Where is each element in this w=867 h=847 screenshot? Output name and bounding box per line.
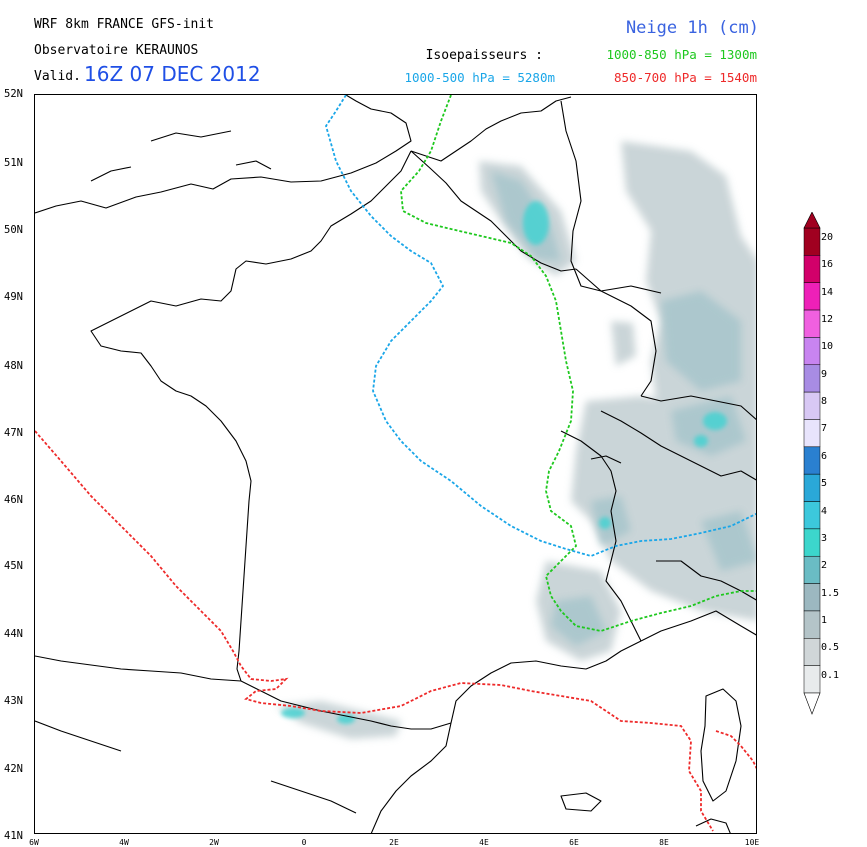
colorbar-level-label: 8 (821, 396, 828, 408)
model-title: WRF 8km FRANCE GFS-init (34, 17, 215, 32)
colorbar-swatch (803, 555, 821, 584)
coastline-borders (35, 95, 756, 833)
lon-label: 4W (119, 838, 129, 847)
legend-850-700: 850-700 hPa = 1540m (614, 70, 757, 85)
map-frame (34, 94, 757, 834)
colorbar-bottom-arrow (803, 692, 821, 715)
lat-label: 51N (4, 157, 23, 169)
colorbar-level-label: 10 (821, 341, 834, 353)
colorbar-level-label: 12 (821, 314, 834, 326)
colorbar-swatch (803, 337, 821, 366)
lon-label: 6W (29, 838, 39, 847)
colorbar-level-label: 0.5 (821, 642, 840, 654)
isoline-1000-500 (325, 95, 756, 557)
lat-label: 45N (4, 560, 23, 572)
colorbar-swatch (803, 227, 821, 256)
colorbar-swatches (803, 227, 821, 694)
colorbar-level-label: 6 (821, 450, 828, 462)
colorbar-swatch (803, 638, 821, 666)
organization-label: Observatoire KERAUNOS (34, 43, 199, 58)
lat-label: 43N (4, 695, 23, 707)
lon-label: 4E (479, 838, 489, 847)
lat-label: 52N (4, 88, 23, 100)
lat-label: 41N (4, 830, 23, 842)
lat-label: 49N (4, 291, 23, 303)
colorbar-level-label: 20 (821, 232, 834, 243)
colorbar-level-label: 1.5 (821, 587, 840, 599)
product-title: Neige 1h (cm) (625, 18, 759, 38)
colorbar-swatch (803, 391, 821, 420)
colorbar-level-label: 2 (821, 560, 828, 572)
colorbar-swatch (803, 282, 821, 311)
colorbar-swatch (803, 501, 821, 530)
colorbar-swatch (803, 583, 821, 612)
lon-label: 2W (209, 838, 219, 847)
isoline-1000-850 (400, 95, 756, 632)
colorbar-level-label: 0.1 (821, 669, 840, 681)
lon-label: 10E (744, 838, 760, 847)
colorbar-swatch (803, 364, 821, 393)
lon-label: 6E (569, 838, 579, 847)
lon-label: 8E (659, 838, 669, 847)
isoepaisseurs-label: Isoepaisseurs : (425, 48, 543, 63)
colorbar-level-label: 5 (821, 478, 828, 490)
lat-label: 42N (4, 763, 23, 775)
colorbar-swatch (803, 309, 821, 338)
colorbar-swatch (803, 419, 821, 448)
lat-label: 44N (4, 628, 23, 640)
snow-high-field (281, 201, 727, 724)
colorbar-level-label: 14 (821, 286, 834, 298)
lat-label: 47N (4, 427, 23, 439)
isoline-850-700 (35, 430, 714, 832)
lon-label: 0 (301, 838, 307, 847)
isoline-850-700-corsica (715, 730, 756, 770)
france-snow-map (35, 95, 756, 833)
legend-1000-500: 1000-500 hPa = 5280m (404, 70, 555, 85)
colorbar-top-arrow (803, 212, 821, 229)
lat-label: 46N (4, 494, 23, 506)
lon-label: 2E (389, 838, 399, 847)
colorbar-level-label: 7 (821, 423, 828, 435)
colorbar-level-label: 9 (821, 368, 828, 380)
colorbar-level-label: 16 (821, 259, 834, 271)
valid-time: 16Z 07 DEC 2012 (84, 62, 261, 86)
lat-label: 48N (4, 360, 23, 372)
colorbar-swatch (803, 665, 821, 694)
colorbar-swatch (803, 528, 821, 557)
colorbar-level-label: 4 (821, 505, 828, 517)
colorbar-level-label: 3 (821, 532, 828, 544)
legend-1000-850: 1000-850 hPa = 1300m (606, 47, 757, 62)
valid-prefix: Valid. (34, 69, 81, 84)
colorbar (803, 212, 821, 715)
colorbar-swatch (803, 610, 821, 639)
lat-label: 50N (4, 224, 23, 236)
colorbar-swatch (803, 473, 821, 502)
colorbar-swatch (803, 255, 821, 283)
colorbar-swatch (803, 446, 821, 475)
colorbar-level-label: 1 (821, 614, 828, 626)
